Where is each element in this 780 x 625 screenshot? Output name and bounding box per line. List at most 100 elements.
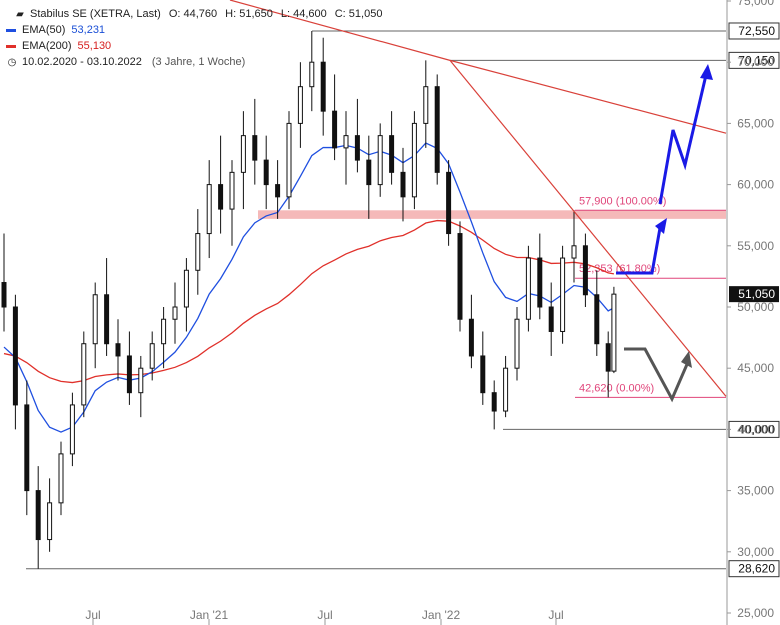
- legend-open: O: 44,760: [168, 8, 218, 20]
- y-tick-label: 25,000: [737, 606, 774, 620]
- resistance-zone-band: [258, 210, 726, 219]
- y-tick-label: 55,000: [737, 239, 774, 253]
- chart-legend: ▰ Stabilus SE (XETRA, Last) O: 44,760 H:…: [6, 6, 382, 70]
- grey-arrowhead: [681, 351, 692, 368]
- x-tick-label: Jul: [317, 608, 332, 622]
- price-level-label: 72,550: [738, 24, 775, 38]
- candle-body: [58, 453, 64, 504]
- fib-label: 57,900 (100.00%): [579, 195, 666, 207]
- candle-body: [332, 110, 338, 149]
- legend-title-row: ▰ Stabilus SE (XETRA, Last) O: 44,760 H:…: [6, 6, 382, 22]
- candle-body: [343, 135, 349, 149]
- ema200-swatch: [6, 44, 16, 48]
- trendline-outer: [449, 59, 727, 134]
- candle-body: [389, 135, 395, 173]
- y-tick-label: 65,000: [737, 116, 774, 130]
- legend-duration: (3 Jahre, 1 Woche): [151, 56, 246, 68]
- y-tick-label: 40,000: [737, 422, 774, 436]
- projection-line-1: [616, 227, 662, 275]
- candle-body: [611, 293, 617, 372]
- candle-body: [594, 294, 600, 345]
- projection-arrowhead-2: [700, 64, 713, 80]
- candle-body: [514, 318, 520, 369]
- candle-body: [560, 257, 566, 332]
- y-tick-label: 30,000: [737, 545, 774, 559]
- legend-ema200-row: EMA(200) 55,130: [6, 38, 382, 54]
- candle-body: [275, 184, 281, 198]
- legend-ema50-label: EMA(50): [22, 24, 66, 36]
- trend-lines: [229, 0, 727, 397]
- candle-body: [491, 392, 497, 412]
- legend-ema200-value: 55,130: [77, 40, 112, 52]
- candle-body: [400, 171, 406, 198]
- candle-body: [263, 159, 269, 186]
- grey-path: [624, 347, 690, 403]
- legend-range: 10.02.2020 - 03.10.2022: [22, 56, 142, 68]
- candle-body: [377, 135, 383, 186]
- legend-range-row: ◷ 10.02.2020 - 03.10.2022 (3 Jahre, 1 Wo…: [6, 54, 382, 70]
- y-axis: 25,000 30,000 35,000 40,000 45,000 50,000 55,0…: [726, 0, 774, 625]
- candles: [1, 30, 617, 569]
- legend-high: H: 51,650: [225, 8, 273, 20]
- x-tick-label: Jan '21: [190, 608, 229, 622]
- candle-body: [457, 233, 463, 320]
- y-tick-label: 60,000: [737, 178, 774, 192]
- candle-body: [366, 159, 372, 186]
- trendline-inner: [449, 59, 727, 397]
- candle-body: [12, 306, 18, 406]
- candle-body: [81, 343, 87, 406]
- legend-ema50-value: 53,231: [71, 24, 106, 36]
- resistance-zone: [258, 210, 726, 219]
- candle-body: [297, 86, 303, 124]
- candle-body: [252, 135, 258, 161]
- candle-body: [468, 318, 474, 357]
- y-tick-label: 35,000: [737, 484, 774, 498]
- candle-body: [525, 257, 531, 320]
- candle-body: [183, 269, 189, 308]
- ema50-path: [3, 142, 615, 433]
- legend-title: Stabilus SE (XETRA, Last): [30, 8, 161, 20]
- legend-close: C: 51,050: [334, 8, 383, 20]
- fibonacci-levels: 57,900 (100.00%)52,353 (61.80%)42,620 (0…: [575, 195, 726, 398]
- price-level-label: 70,150: [738, 53, 775, 67]
- candle-body: [229, 171, 235, 210]
- candle-body: [206, 184, 212, 235]
- ema50-swatch: [6, 28, 16, 32]
- legend-ema200-label: EMA(200): [22, 40, 72, 52]
- candle-body: [309, 61, 315, 88]
- y-tick-label: 45,000: [737, 361, 774, 375]
- candle-body: [434, 86, 440, 173]
- price-level-lines: 72,550 70,150 40,000 28,620 51,050: [26, 22, 780, 578]
- candle-body: [582, 245, 588, 296]
- legend-ema50-row: EMA(50) 53,231: [6, 22, 382, 38]
- ema200-path: [3, 219, 615, 384]
- candle-body: [195, 233, 201, 271]
- candle-body: [69, 404, 75, 455]
- price-level-box: [728, 560, 780, 578]
- legend-low: L: 44,600: [280, 8, 327, 20]
- clock-icon: ◷: [7, 56, 17, 68]
- candle-body: [1, 282, 7, 308]
- projection-arrows: [616, 64, 713, 403]
- y-tick-label: 75,000: [737, 0, 774, 8]
- candle-body: [172, 306, 178, 320]
- candle-body: [92, 294, 98, 345]
- y-tick-label: 70,000: [737, 55, 774, 69]
- candle-body: [537, 257, 543, 308]
- x-axis: Jul Jan '21 Jul Jan '22 Jul: [85, 608, 564, 625]
- candle-body: [548, 306, 554, 332]
- candle-body: [104, 294, 110, 345]
- candle-body: [138, 367, 144, 394]
- candle-body: [411, 122, 417, 198]
- candle-body: [149, 343, 155, 369]
- last-price-badge: [729, 286, 779, 303]
- candle-body: [480, 355, 486, 394]
- candle-body: [423, 86, 429, 124]
- ema50-line: [3, 142, 615, 433]
- candle-body: [161, 318, 167, 345]
- x-tick-label: Jan '22: [422, 608, 461, 622]
- candle-body: [24, 404, 30, 492]
- candle-body: [47, 502, 53, 541]
- candle-body: [605, 343, 611, 372]
